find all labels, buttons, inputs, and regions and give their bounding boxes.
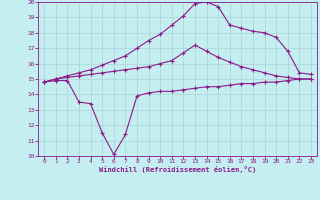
X-axis label: Windchill (Refroidissement éolien,°C): Windchill (Refroidissement éolien,°C) <box>99 166 256 173</box>
